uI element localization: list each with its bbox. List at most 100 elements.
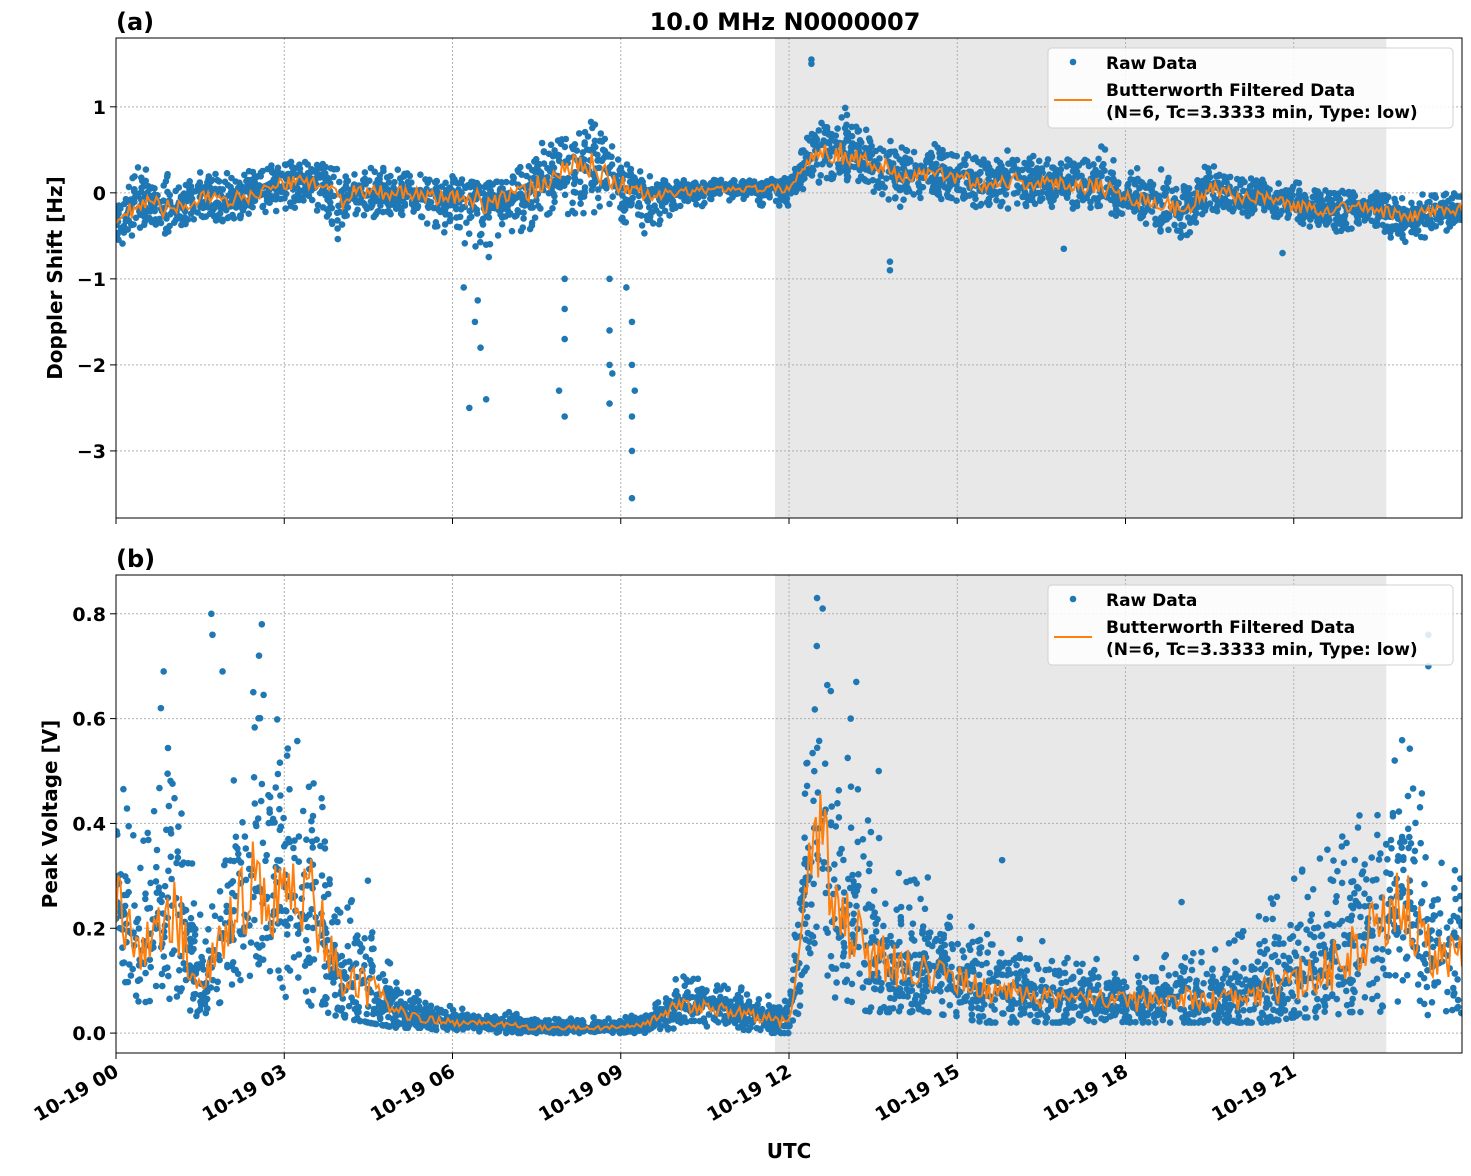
raw-data-point	[487, 241, 494, 248]
raw-data-point	[166, 996, 173, 1003]
raw-data-point	[672, 205, 679, 212]
raw-data-point	[171, 795, 178, 802]
raw-data-point	[1233, 186, 1240, 193]
raw-data-point	[599, 158, 606, 165]
raw-data-point	[608, 154, 615, 161]
raw-data-point	[1076, 193, 1083, 200]
raw-data-point	[459, 204, 466, 211]
raw-data-point	[284, 931, 291, 938]
raw-data-point	[1167, 1019, 1174, 1026]
raw-data-point	[961, 156, 968, 163]
raw-data-point	[230, 878, 237, 885]
raw-data-outlier	[631, 387, 638, 394]
raw-data-point	[957, 186, 964, 193]
raw-data-point	[917, 195, 924, 202]
raw-data-point	[380, 165, 387, 172]
raw-data-point	[124, 226, 131, 233]
raw-data-point	[1317, 855, 1324, 862]
raw-data-point	[135, 164, 142, 171]
raw-data-point	[759, 202, 766, 209]
raw-data-point	[591, 209, 598, 216]
raw-data-point	[1037, 198, 1044, 205]
raw-data-point	[681, 983, 688, 990]
raw-data-point	[950, 152, 957, 159]
raw-data-point	[1079, 961, 1086, 968]
raw-data-point	[128, 972, 135, 979]
raw-data-point	[595, 195, 602, 202]
raw-data-point	[166, 803, 173, 810]
raw-data-point	[977, 169, 984, 176]
raw-data-point	[129, 232, 136, 239]
raw-data-point	[277, 792, 284, 799]
raw-data-point	[747, 182, 754, 189]
raw-data-point	[1102, 146, 1109, 153]
raw-data-point	[807, 950, 814, 957]
raw-data-point	[726, 197, 733, 204]
raw-data-point	[1201, 204, 1208, 211]
raw-data-point	[858, 174, 865, 181]
raw-data-point	[265, 199, 272, 206]
raw-data-point	[295, 930, 302, 937]
raw-data-point	[277, 975, 284, 982]
raw-data-point	[121, 201, 128, 208]
raw-data-point	[814, 745, 821, 752]
raw-data-point	[970, 156, 977, 163]
raw-data-point	[1110, 157, 1117, 164]
raw-data-point	[359, 945, 366, 952]
raw-data-point	[487, 187, 494, 194]
raw-data-point	[546, 210, 553, 217]
raw-data-point	[162, 883, 169, 890]
raw-data-point	[946, 183, 953, 190]
raw-data-point	[1039, 189, 1046, 196]
raw-data-point	[1031, 168, 1038, 175]
raw-data-point	[879, 191, 886, 198]
raw-data-point	[362, 169, 369, 176]
raw-data-point	[1383, 841, 1390, 848]
raw-data-point	[283, 191, 290, 198]
raw-data-point	[274, 716, 281, 723]
raw-data-point	[897, 204, 904, 211]
raw-data-point	[1430, 193, 1437, 200]
raw-data-point	[1136, 185, 1143, 192]
raw-data-point	[994, 157, 1001, 164]
raw-data-point	[1291, 949, 1298, 956]
raw-data-point	[969, 190, 976, 197]
raw-data-point	[931, 141, 938, 148]
raw-data-point	[362, 203, 369, 210]
raw-data-point	[1247, 183, 1254, 190]
raw-data-point	[377, 202, 384, 209]
raw-data-point	[801, 834, 808, 841]
raw-data-point	[142, 970, 149, 977]
raw-data-point	[212, 171, 219, 178]
raw-data-point	[844, 172, 851, 179]
raw-data-point	[1065, 190, 1072, 197]
raw-data-point	[635, 211, 642, 218]
raw-data-point	[1011, 190, 1018, 197]
raw-data-point	[592, 121, 599, 128]
raw-data-point	[393, 979, 400, 986]
raw-data-point	[1355, 824, 1362, 831]
raw-data-point	[165, 973, 172, 980]
raw-data-point	[930, 189, 937, 196]
raw-data-outlier	[1061, 245, 1068, 252]
raw-data-point	[342, 173, 349, 180]
raw-data-point	[463, 219, 470, 226]
raw-data-point	[1314, 996, 1321, 1003]
raw-data-point	[816, 738, 823, 745]
raw-data-point	[1396, 946, 1403, 953]
raw-data-outlier	[466, 405, 473, 412]
raw-data-point	[1036, 158, 1043, 165]
raw-data-point	[860, 853, 867, 860]
raw-data-point	[1232, 958, 1239, 965]
raw-data-point	[153, 864, 160, 871]
raw-data-point	[798, 149, 805, 156]
raw-data-point	[870, 177, 877, 184]
raw-data-point	[571, 181, 578, 188]
raw-data-point	[529, 222, 536, 229]
raw-data-point	[1014, 200, 1021, 207]
raw-data-point	[1227, 174, 1234, 181]
raw-data-point	[166, 192, 173, 199]
raw-data-point	[813, 924, 820, 931]
